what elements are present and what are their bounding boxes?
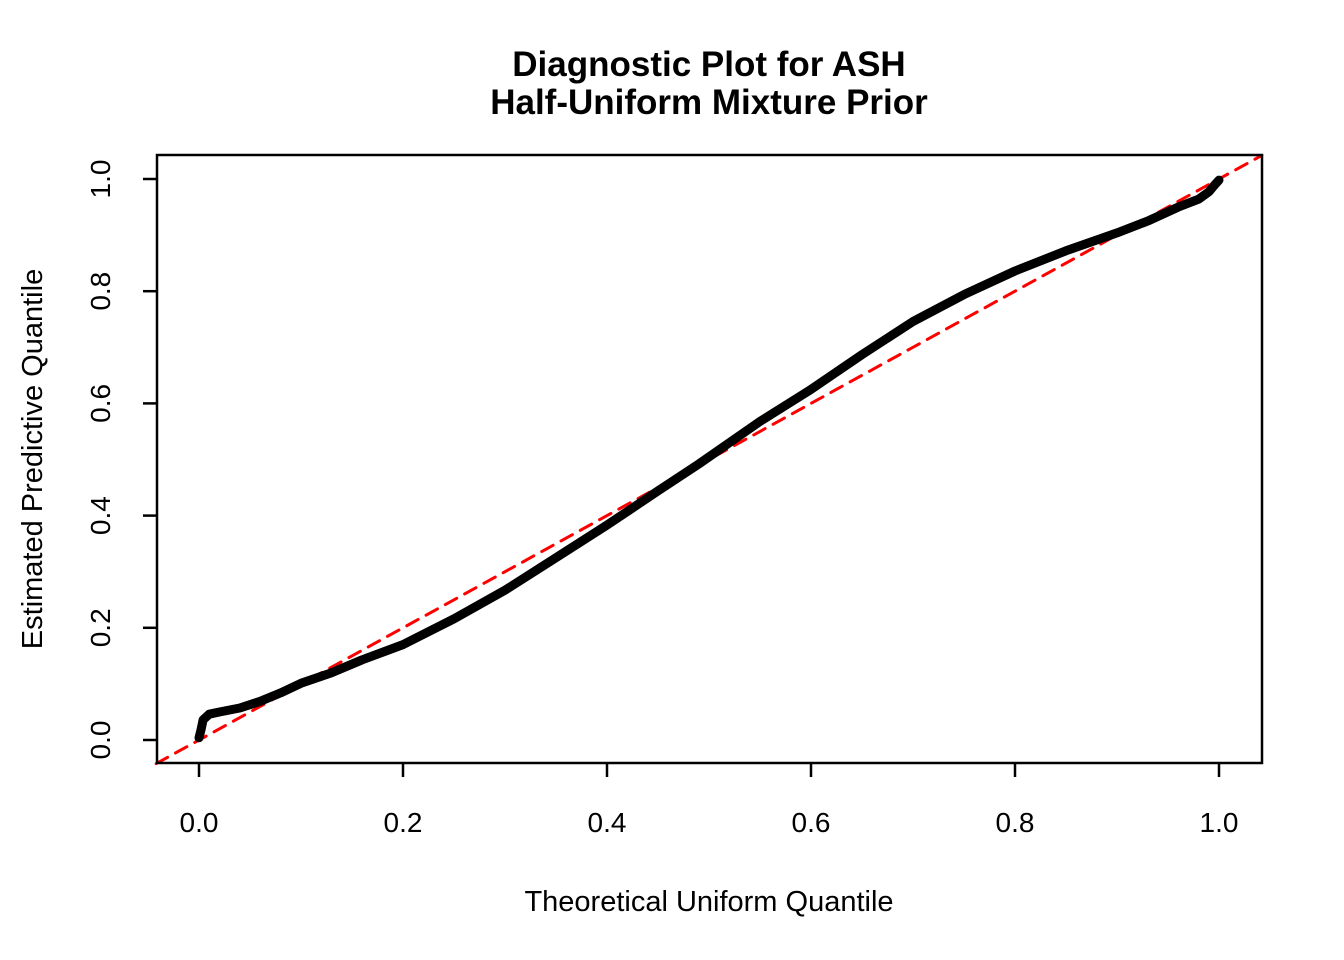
plot-area: 0.0 0.2 0.4 0.6 0.8 1.0 0.0 0.2 0.4 0.6 0.8 1.0	[85, 153, 1264, 838]
x-tick-label: 1.0	[1200, 807, 1239, 838]
y-tick-label: 0.4	[85, 496, 116, 535]
estimated-quantile-curve	[194, 175, 1224, 743]
y-tick-label: 0.6	[85, 384, 116, 423]
chart-title-line2: Half-Uniform Mixture Prior	[490, 83, 928, 122]
y-tick-label: 1.0	[85, 160, 116, 199]
y-tick-label: 0.2	[85, 608, 116, 647]
chart-title-line1: Diagnostic Plot for ASH	[512, 45, 905, 84]
y-tick-label: 0.0	[85, 721, 116, 760]
x-tick-label: 0.4	[588, 807, 627, 838]
y-tick-label: 0.8	[85, 272, 116, 311]
x-axis-title: Theoretical Uniform Quantile	[524, 886, 893, 918]
x-tick-label: 0.0	[180, 807, 219, 838]
x-tick-label: 0.6	[792, 807, 831, 838]
plot-box	[155, 153, 1264, 765]
x-tick-label: 0.8	[996, 807, 1035, 838]
y-axis-title: Estimated Predictive Quantile	[17, 269, 49, 649]
identity-reference-line	[154, 153, 1264, 766]
x-tick-label: 0.2	[384, 807, 423, 838]
